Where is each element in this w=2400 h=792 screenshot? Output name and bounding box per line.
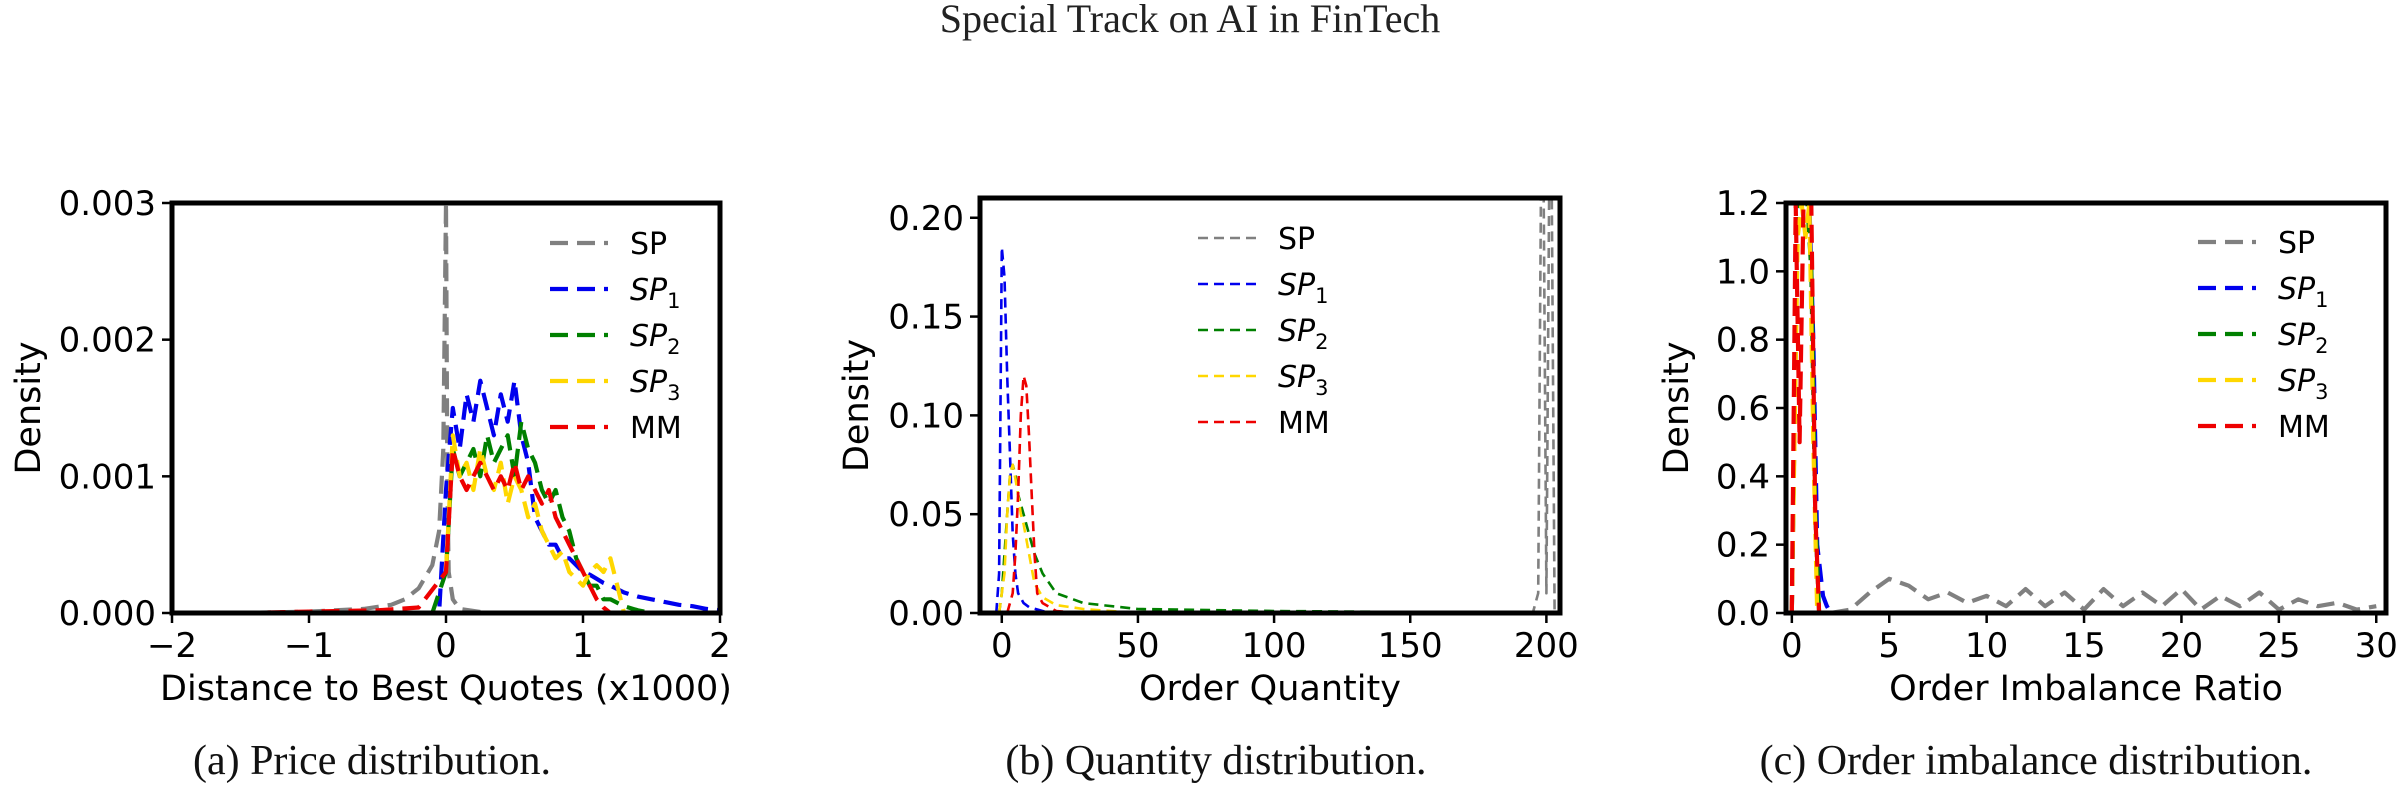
y-tick-label: 0.4 <box>1716 457 1770 497</box>
legend-label-mm: MM <box>2278 410 2330 445</box>
legend-label-sp2: SP2 <box>630 319 681 359</box>
y-tick-label: 0.0 <box>1716 594 1770 634</box>
legend-label-mm: MM <box>1278 406 1330 441</box>
x-tick-label: 0 <box>435 626 457 666</box>
legend-label-sp: SP <box>1278 222 1315 257</box>
series-line-mm <box>1789 203 1822 613</box>
x-tick-label: 200 <box>1514 626 1579 666</box>
legend-label-sp2: SP2 <box>2278 318 2329 358</box>
x-tick-label: 15 <box>2062 626 2105 666</box>
series-line-mm <box>1005 374 1138 613</box>
y-tick-label: 0.10 <box>888 396 964 436</box>
y-axis-label: Density <box>1657 341 1697 474</box>
x-tick-label: 25 <box>2257 626 2300 666</box>
y-tick-label: 0.05 <box>888 495 964 535</box>
legend-label-sp3: SP3 <box>2278 364 2329 404</box>
series-line-sp1 <box>418 378 720 613</box>
series-line-sp1 <box>995 246 1084 613</box>
plot-frame <box>977 195 1563 616</box>
x-axis-label: Order Imbalance Ratio <box>1889 669 2283 709</box>
x-tick-label: −2 <box>147 626 197 666</box>
x-tick-label: 0 <box>991 626 1013 666</box>
x-tick-label: 100 <box>1242 626 1307 666</box>
y-axis-label: Density <box>837 339 877 472</box>
y-tick-label: 1.0 <box>1716 252 1770 292</box>
y-tick-label: 0.00 <box>888 594 964 634</box>
x-tick-label: 50 <box>1116 626 1159 666</box>
legend-label-sp1: SP1 <box>630 273 681 313</box>
x-tick-label: 20 <box>2160 626 2203 666</box>
legend-label-sp2: SP2 <box>1278 314 1329 354</box>
legend-label-sp1: SP1 <box>2278 272 2329 312</box>
caption-imbalance: (c) Order imbalance distribution. <box>1760 738 2313 784</box>
series-line-sp <box>172 203 720 613</box>
series-line-sp <box>1830 576 2377 613</box>
y-tick-label: 0.6 <box>1716 389 1770 429</box>
caption-price: (a) Price distribution. <box>193 738 551 784</box>
x-tick-label: 1 <box>572 626 594 666</box>
x-tick-label: 2 <box>709 626 731 666</box>
x-tick-label: 0 <box>1781 626 1803 666</box>
x-tick-label: −1 <box>284 626 334 666</box>
series-line-mm <box>240 446 612 613</box>
legend-label-sp: SP <box>630 227 667 262</box>
y-tick-label: 0.20 <box>888 199 964 239</box>
order-imbalance-panel: 0 5 10 15 20 25 30 0.0 0.2 0.4 0.6 0.8 1.0 1.2 Order I… <box>1657 184 2398 709</box>
plot-frame <box>1783 200 2389 616</box>
series-line-sp3 <box>997 463 1138 613</box>
x-tick-label: 30 <box>2355 626 2398 666</box>
x-tick-label: 5 <box>1878 626 1900 666</box>
page-header: Special Track on AI in FinTech <box>940 0 1441 41</box>
x-tick-label: 150 <box>1378 626 1443 666</box>
series-line-sp3 <box>443 433 627 613</box>
y-tick-label: 0.003 <box>59 184 156 224</box>
y-tick-label: 0.001 <box>59 457 156 497</box>
y-tick-label: 0.002 <box>59 321 156 361</box>
price-distribution-panel: −2 −1 0 1 2 0.000 0.001 0.002 0.003 Distance to B… <box>9 184 732 709</box>
legend-label-sp3: SP3 <box>630 365 681 405</box>
y-tick-label: 0.000 <box>59 594 156 634</box>
y-axis-label: Density <box>9 341 49 474</box>
y-tick-label: 0.15 <box>888 298 964 338</box>
y-tick-label: 1.2 <box>1716 184 1770 224</box>
x-axis-label: Order Quantity <box>1139 669 1401 709</box>
legend-label-sp1: SP1 <box>1278 268 1329 308</box>
legend-label-mm: MM <box>630 411 682 446</box>
y-tick-label: 0.8 <box>1716 321 1770 361</box>
series-line-sp2 <box>997 463 1547 613</box>
caption-quantity: (b) Quantity distribution. <box>1005 738 1426 784</box>
x-tick-label: 10 <box>1965 626 2008 666</box>
legend-label-sp3: SP3 <box>1278 360 1329 400</box>
x-axis-label: Distance to Best Quotes (x1000) <box>160 669 732 709</box>
y-tick-label: 0.2 <box>1716 526 1770 566</box>
legend-label-sp: SP <box>2278 226 2315 261</box>
quantity-distribution-panel: 0 50 100 150 200 0.00 0.05 0.10 0.15 0.20 Order Qu… <box>837 195 1579 709</box>
series-line-sp2 <box>430 419 652 613</box>
